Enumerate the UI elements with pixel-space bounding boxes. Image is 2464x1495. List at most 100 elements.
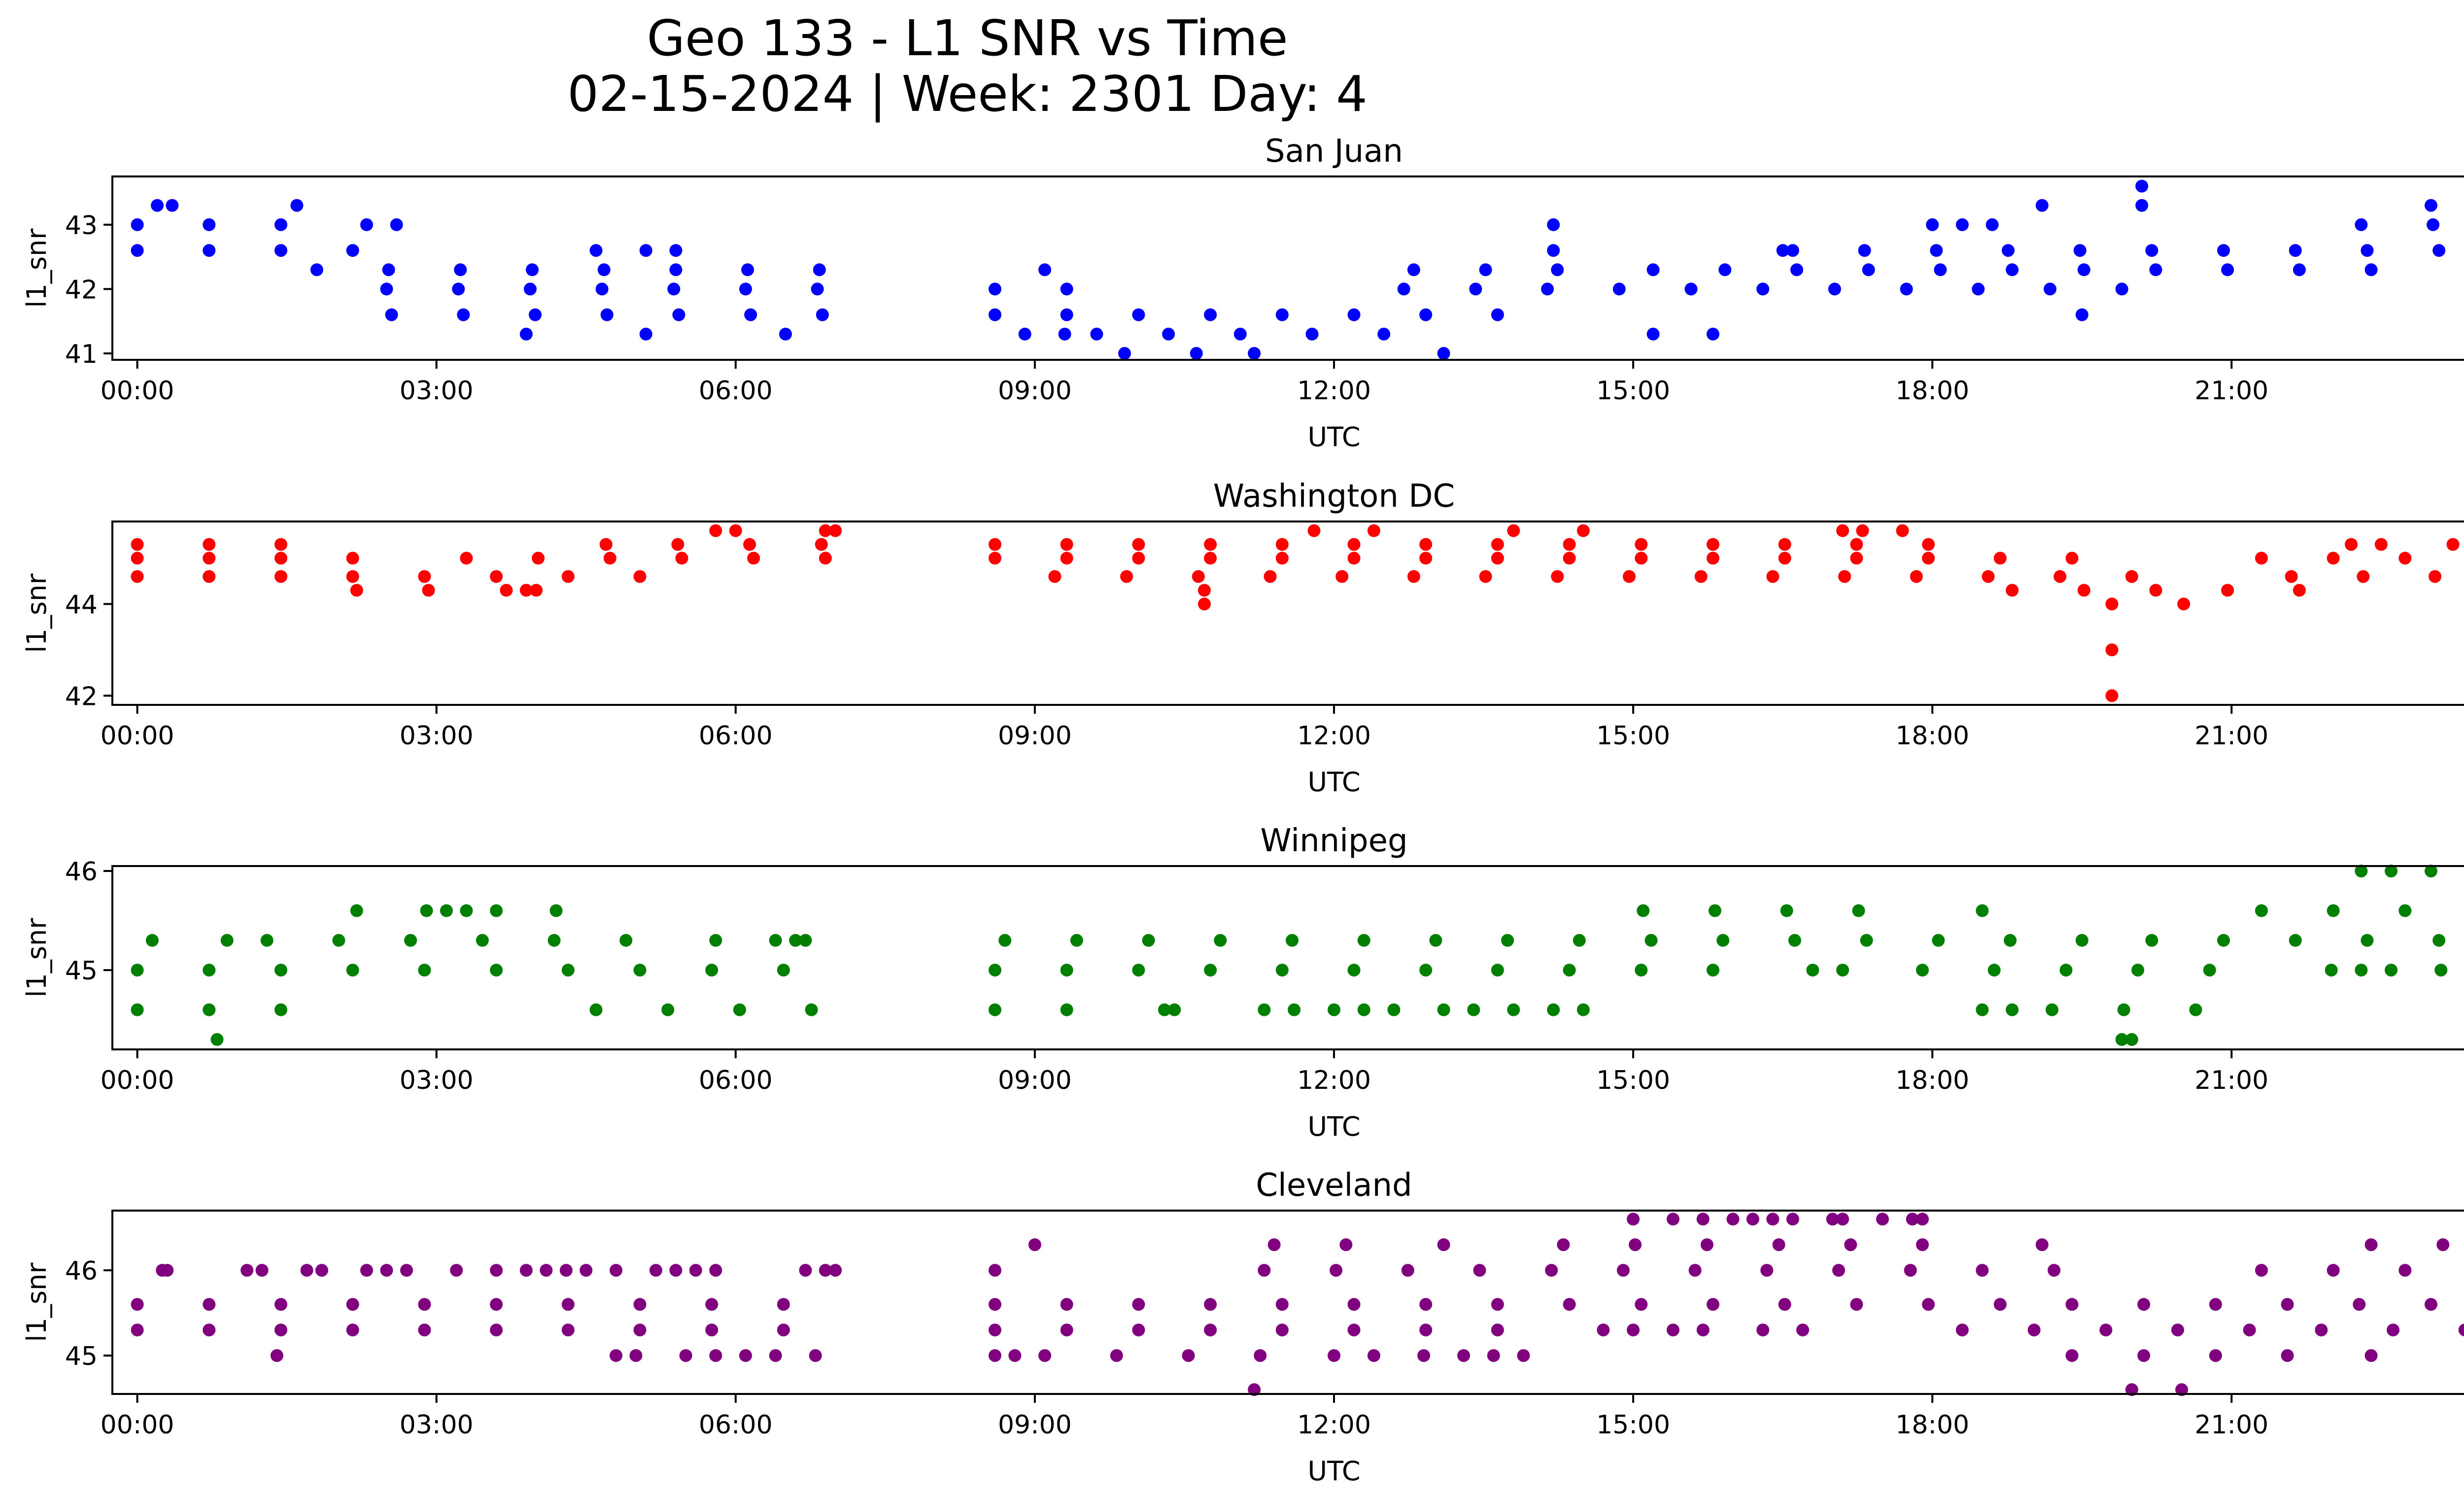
data-point (1491, 1323, 1504, 1337)
data-point (1707, 552, 1719, 565)
data-point (2364, 263, 2378, 277)
data-point (2209, 1349, 2222, 1362)
data-point (2289, 934, 2302, 947)
x-tick-label: 21:00 (2194, 721, 2268, 751)
x-tick-label: 21:00 (2194, 1410, 2268, 1440)
data-point (669, 1264, 683, 1277)
data-point (561, 1298, 575, 1311)
data-point (1832, 1264, 1845, 1277)
data-point (1401, 1264, 1414, 1277)
data-point (2255, 552, 2268, 565)
x-tick-label: 03:00 (400, 376, 474, 406)
data-point (559, 1264, 573, 1277)
data-point (2059, 964, 2073, 977)
data-point (769, 1349, 782, 1362)
data-point (1347, 1323, 1361, 1337)
data-point (2217, 934, 2230, 947)
data-point (400, 1264, 413, 1277)
data-point (540, 1264, 553, 1277)
data-point (1347, 308, 1361, 321)
y-axis-label: l1_snr (21, 573, 52, 653)
data-point (672, 308, 685, 321)
data-point (1612, 282, 1626, 296)
data-point (2105, 643, 2119, 657)
x-tick-label: 00:00 (101, 376, 174, 406)
data-point (2398, 1264, 2412, 1277)
data-point (1635, 1298, 1648, 1311)
data-point (360, 218, 373, 231)
data-point (1563, 964, 1576, 977)
data-point (2387, 1323, 2400, 1337)
data-point (1437, 1238, 1450, 1252)
data-point (454, 263, 467, 277)
x-tick-label: 18:00 (1895, 1066, 1969, 1095)
data-point (1916, 1238, 1929, 1252)
data-point (689, 1264, 702, 1277)
data-point (819, 524, 832, 537)
data-point (2432, 934, 2446, 947)
data-point (1772, 1238, 1785, 1252)
data-point (2006, 1003, 2019, 1016)
data-point (639, 327, 652, 341)
data-point (1551, 570, 1564, 583)
x-tick-label: 06:00 (699, 376, 773, 406)
data-point (1248, 1383, 1261, 1396)
x-tick-label: 06:00 (699, 1066, 773, 1095)
data-point (1850, 1298, 1863, 1311)
data-point (2425, 199, 2437, 212)
data-point (390, 218, 403, 231)
data-point (2293, 263, 2306, 277)
data-point (2209, 1298, 2222, 1311)
data-point (2125, 1383, 2138, 1396)
data-point (998, 934, 1012, 947)
data-point (490, 904, 503, 917)
x-tick-label: 18:00 (1895, 721, 1969, 751)
x-axis-label: UTC (1307, 1456, 1360, 1487)
data-point (1790, 263, 1803, 277)
data-point (1491, 964, 1504, 977)
data-point (2006, 584, 2019, 597)
x-axis-label: UTC (1307, 1111, 1360, 1142)
data-point (380, 282, 393, 296)
data-point (1328, 1349, 1340, 1362)
data-point (1467, 1003, 1480, 1016)
data-point (2203, 964, 2216, 977)
data-point (1688, 1264, 1702, 1277)
data-point (705, 964, 719, 977)
data-point (1707, 327, 1719, 341)
data-point (709, 934, 722, 947)
data-point (1419, 964, 1433, 977)
data-point (2385, 964, 2398, 977)
data-point (639, 244, 652, 257)
data-point (131, 244, 144, 257)
data-point (1132, 964, 1145, 977)
data-point (1862, 263, 1875, 277)
data-point (203, 218, 216, 231)
data-point (2434, 964, 2448, 977)
data-point (1347, 552, 1361, 565)
data-point (2115, 282, 2128, 296)
data-point (2115, 1033, 2128, 1046)
data-point (1407, 263, 1420, 277)
data-point (1204, 552, 1217, 565)
data-point (989, 1323, 1001, 1337)
data-point (1726, 1213, 1740, 1226)
y-tick-label: 42 (65, 275, 98, 305)
data-point (1796, 1323, 1810, 1337)
data-point (1048, 570, 1061, 583)
data-point (1267, 1238, 1281, 1252)
data-point (1204, 1323, 1217, 1337)
data-point (418, 964, 431, 977)
data-point (1756, 282, 1770, 296)
data-point (203, 552, 216, 565)
data-point (1858, 244, 1871, 257)
data-point (1635, 964, 1648, 977)
subplot-3: Winnipeg l1_snr UTC 00:00 03:00 06:00 09:00 12:… (21, 823, 2464, 1142)
data-point (829, 524, 842, 537)
data-point (2327, 552, 2340, 565)
data-point (1922, 552, 1935, 565)
data-point (2145, 244, 2158, 257)
data-point (1786, 244, 1799, 257)
x-tick-label: 09:00 (998, 1066, 1072, 1095)
x-tick-label: 09:00 (998, 376, 1072, 406)
